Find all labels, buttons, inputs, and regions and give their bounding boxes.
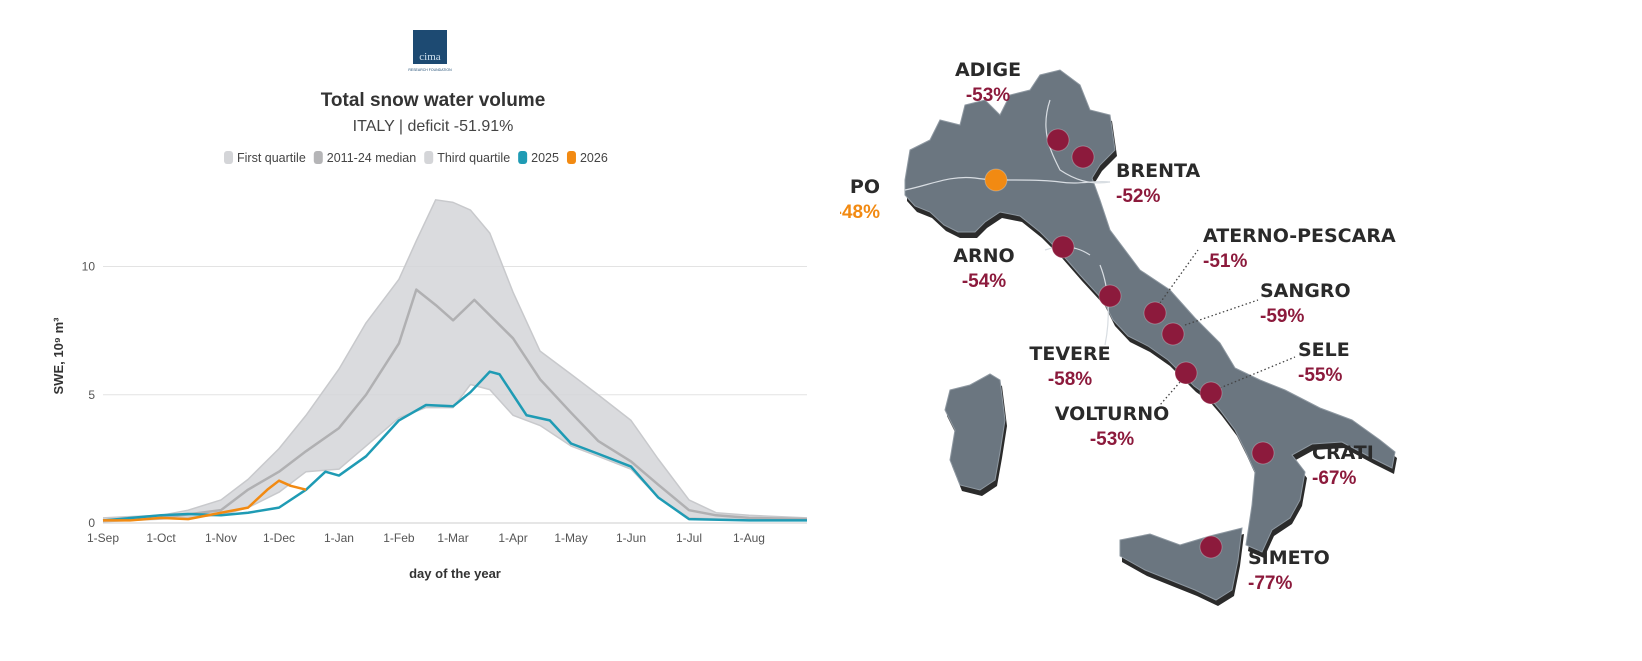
x-axis-label: day of the year (409, 566, 501, 581)
basin-marker-simeto (1199, 535, 1223, 559)
basin-deficit-sangro: -59% (1260, 306, 1304, 327)
basin-deficit-arno: -54% (962, 271, 1006, 292)
leader-lines (1159, 249, 1296, 406)
basin-marker-sangro (1161, 322, 1185, 346)
interquartile-band (103, 199, 807, 522)
basin-name-crati: CRATI (1312, 442, 1374, 464)
legend-label: Third quartile (437, 151, 510, 165)
basin-deficit-tevere: -58% (1048, 369, 1092, 390)
basin-name-arno: ARNO (953, 245, 1014, 267)
basin-marker-volturno (1174, 361, 1198, 385)
legend-label: 2026 (580, 151, 608, 165)
basin-marker-tevere (1098, 284, 1122, 308)
logo-subtext: RESEARCH FOUNDATION (408, 68, 452, 72)
y-tick-label: 0 (88, 516, 95, 530)
basin-name-volturno: VOLTURNO (1055, 403, 1170, 425)
series-line-2026 (103, 479, 307, 522)
basin-marker-adige (1046, 128, 1070, 152)
snow-volume-chart: cima RESEARCH FOUNDATION Total snow wate… (51, 30, 808, 581)
x-tick-label: 1-Mar (437, 531, 468, 545)
legend-swatch (224, 151, 233, 164)
basin-deficit-brenta: -52% (1116, 186, 1160, 207)
x-tick-label: 1-Jun (616, 531, 646, 545)
series-line-2025 (102, 370, 807, 522)
basin-deficit-simeto: -77% (1248, 573, 1292, 594)
basin-name-aterno-pescara: ATERNO-PESCARA (1203, 225, 1396, 247)
series-line-third-quartile (102, 199, 808, 519)
leader-volturno (1159, 381, 1181, 406)
po-river (904, 176, 1111, 191)
x-tick-label: 1-Nov (205, 531, 237, 545)
basin-marker-sele (1199, 381, 1223, 405)
y-tick-label: 5 (88, 388, 95, 402)
legend-swatch (518, 151, 528, 164)
x-tick-label: 1-Feb (383, 531, 415, 545)
basin-name-sangro: SANGRO (1260, 280, 1351, 302)
basin-name-sele: SELE (1298, 339, 1350, 361)
chart-title: Total snow water volume (321, 90, 546, 111)
basin-deficit-po: -48% (840, 202, 880, 223)
x-tick-label: 1-May (554, 531, 587, 545)
leader-sangro (1184, 299, 1259, 326)
legend-label: 2025 (531, 151, 559, 165)
basin-marker-aterno-pescara (1143, 301, 1167, 325)
x-tick-label: 1-Dec (263, 531, 295, 545)
logo-text: cima (419, 51, 440, 63)
legend-swatch (313, 151, 323, 164)
leader-sele (1219, 356, 1296, 389)
legend-label: 2011-24 median (327, 151, 416, 165)
legend-swatch (566, 151, 576, 164)
y-tick-label: 10 (82, 260, 96, 274)
x-tick-label: 1-Aug (733, 531, 765, 545)
sardinia (944, 373, 1006, 491)
y-axis-label: SWE, 10⁹ m³ (51, 317, 66, 395)
adige-river (1045, 99, 1111, 184)
basin-name-adige: ADIGE (955, 59, 1021, 81)
x-tick-label: 1-Jul (676, 531, 702, 545)
basin-deficit-volturno: -53% (1090, 429, 1134, 450)
legend-swatch (424, 151, 434, 164)
basin-deficit-crati: -67% (1312, 468, 1356, 489)
basin-name-po: PO (850, 176, 880, 198)
basin-deficit-adige: -53% (966, 85, 1010, 106)
basin-name-simeto: SIMETO (1248, 547, 1330, 569)
italy-basin-map: ADIGE -53% BRENTA -52% PO -48% ARNO -54% ATERNO-… (840, 59, 1397, 606)
basin-name-brenta: BRENTA (1116, 160, 1200, 182)
chart-subtitle: ITALY | deficit -51.91% (353, 118, 514, 135)
x-tick-label: 1-Apr (498, 531, 527, 545)
cima-logo: cima RESEARCH FOUNDATION (408, 30, 452, 72)
leader-aterno (1159, 249, 1199, 304)
legend: First quartile 2011-24 median Third quarti… (224, 151, 608, 165)
basin-marker-arno (1051, 235, 1075, 259)
x-tick-label: 1-Oct (146, 531, 176, 545)
logo-mark (413, 30, 447, 64)
basin-name-tevere: TEVERE (1029, 343, 1110, 365)
basin-marker-po (984, 168, 1008, 192)
basin-deficit-sele: -55% (1298, 365, 1342, 386)
series-line-2011-24-median (102, 288, 808, 522)
x-tick-label: 1-Sep (87, 531, 119, 545)
basin-deficit-aterno-pescara: -51% (1203, 251, 1247, 272)
basin-marker-brenta (1071, 145, 1095, 169)
italy-land (904, 69, 1396, 601)
legend-label: First quartile (237, 151, 306, 165)
x-tick-label: 1-Jan (324, 531, 354, 545)
basin-marker-crati (1251, 441, 1275, 465)
